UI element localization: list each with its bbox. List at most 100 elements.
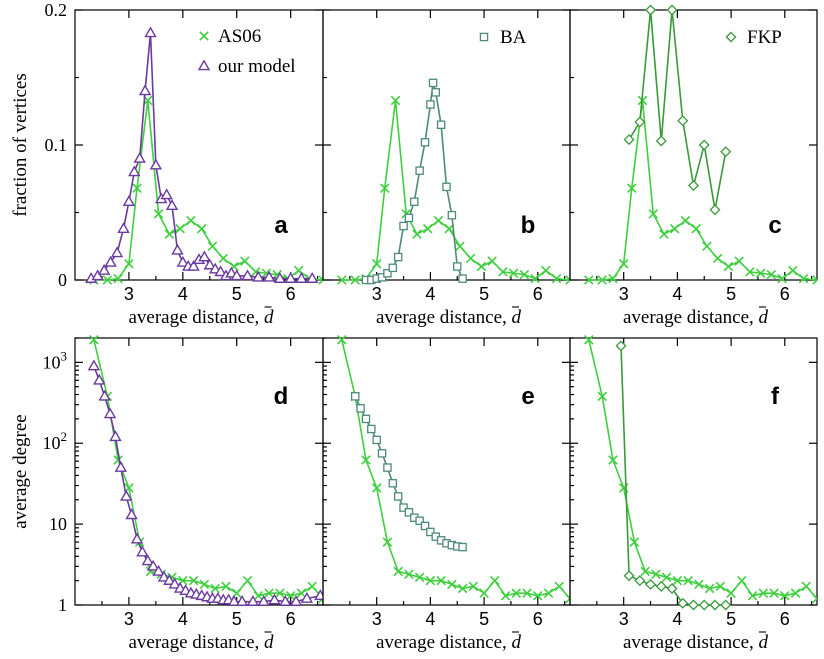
data-point xyxy=(404,213,414,223)
data-point xyxy=(175,223,185,234)
data-point xyxy=(428,78,438,88)
data-point xyxy=(246,595,260,606)
data-point xyxy=(468,581,479,592)
data-point xyxy=(377,449,387,458)
data-point xyxy=(677,115,689,127)
panel-label: e xyxy=(521,383,534,410)
x-tick-label: 4 xyxy=(178,609,188,629)
x-tick-label: 4 xyxy=(425,609,435,629)
data-point xyxy=(393,566,403,577)
panel-a: 3 4 5 6 0 0.1 0.2 a average distance, d fraction … xyxy=(10,0,324,328)
data-point xyxy=(367,424,376,434)
legend-item-as06: AS06 xyxy=(199,26,261,47)
data-point xyxy=(337,335,347,345)
data-point xyxy=(241,269,254,281)
data-point xyxy=(210,583,220,594)
data-point xyxy=(152,564,165,576)
series-group xyxy=(87,335,323,606)
y-tick-label: 1 xyxy=(58,595,67,615)
data-point xyxy=(114,460,128,472)
data-point xyxy=(498,267,508,277)
data-point xyxy=(372,435,381,445)
panel-c: 3 4 5 6 c average distance, d FKP xyxy=(569,4,818,328)
data-point xyxy=(508,268,519,279)
y-axis-label: average degree xyxy=(10,414,31,528)
legend-marker xyxy=(199,31,209,41)
data-point xyxy=(618,259,629,269)
y-axis-label: fraction of vertices xyxy=(10,73,31,216)
data-point xyxy=(227,595,241,606)
data-point xyxy=(698,139,710,151)
series-line-as06 xyxy=(588,100,817,281)
series-line-ba xyxy=(354,396,463,548)
data-point xyxy=(426,100,435,109)
data-point xyxy=(479,588,489,598)
data-point xyxy=(634,575,646,587)
data-point xyxy=(458,542,467,552)
data-point xyxy=(455,241,465,252)
data-point xyxy=(458,274,467,283)
data-point xyxy=(698,599,710,611)
data-point xyxy=(164,229,175,239)
data-point xyxy=(393,252,403,262)
data-point xyxy=(758,588,769,598)
data-point xyxy=(541,265,551,276)
data-point xyxy=(153,209,164,219)
legend-marker xyxy=(197,59,211,71)
data-point xyxy=(500,591,511,601)
legend-label: AS06 xyxy=(218,26,261,47)
data-point xyxy=(709,599,721,611)
y-tick-label: 10 xyxy=(49,514,67,534)
data-point xyxy=(262,270,276,282)
data-point xyxy=(704,583,715,594)
y-tick-label: 0.1 xyxy=(45,135,68,155)
data-point xyxy=(447,210,457,220)
series-line-as06 xyxy=(341,339,570,600)
x-axis-label: average distance, d xyxy=(623,307,769,328)
x-tick-label: 3 xyxy=(372,284,382,304)
data-point xyxy=(318,275,323,285)
data-point xyxy=(442,182,451,192)
legend-marker xyxy=(725,31,737,43)
data-point xyxy=(798,273,809,284)
x-axis-label: average distance, d xyxy=(376,632,522,653)
data-point xyxy=(285,591,296,601)
legend-marker xyxy=(479,32,489,42)
x-axis-label: average distance, d xyxy=(623,632,769,653)
x-tick-label: 5 xyxy=(726,609,736,629)
data-point xyxy=(199,579,210,590)
x-tick-label: 4 xyxy=(425,284,435,304)
data-point xyxy=(383,463,392,472)
data-point xyxy=(98,389,111,401)
data-point xyxy=(640,566,650,577)
data-point xyxy=(230,269,243,281)
data-point xyxy=(295,272,308,283)
data-point xyxy=(720,599,732,611)
x-axis-label: average distance, d xyxy=(128,307,274,328)
plot-frame xyxy=(322,337,571,606)
data-point xyxy=(788,265,798,276)
legend-item-ba: BA xyxy=(479,27,527,48)
x-axis-label: average distance, d xyxy=(128,632,274,653)
data-point xyxy=(163,574,176,585)
data-point xyxy=(171,243,184,255)
panel-label: c xyxy=(768,212,781,239)
data-point xyxy=(130,532,144,544)
data-point xyxy=(186,215,196,226)
data-point xyxy=(300,591,314,603)
data-point xyxy=(133,151,146,163)
legend-item-fkp: FKP xyxy=(725,27,782,48)
data-point xyxy=(677,597,689,609)
data-point xyxy=(393,492,403,501)
data-point xyxy=(425,575,436,586)
series-line-as06 xyxy=(93,100,323,281)
data-point xyxy=(465,253,476,264)
data-point xyxy=(289,595,303,606)
data-point xyxy=(371,483,382,493)
x-tick-label: 4 xyxy=(672,284,682,304)
series-line-fkp xyxy=(620,345,726,606)
data-point xyxy=(253,591,264,601)
data-point xyxy=(388,263,398,273)
x-tick-label: 5 xyxy=(479,284,489,304)
data-point xyxy=(379,183,390,193)
